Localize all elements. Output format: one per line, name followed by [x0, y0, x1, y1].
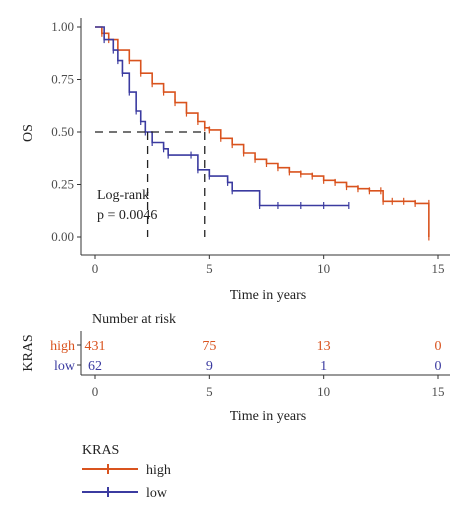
- risk-count-high: 0: [435, 339, 442, 354]
- risk-count-low: 9: [206, 359, 213, 374]
- main-plot-axes: 0.00 0.25 0.50 0.75 1.00 0 5 10 15: [51, 18, 450, 276]
- legend-label-low: low: [146, 486, 168, 501]
- x-tick-label: 5: [206, 261, 213, 276]
- y-tick-label: 0.50: [51, 124, 74, 139]
- risk-table-title: Number at risk: [92, 312, 176, 327]
- risk-x-tick-label: 15: [432, 384, 445, 399]
- risk-count-high: 13: [317, 339, 331, 354]
- logrank-label: Log-rank: [97, 188, 149, 203]
- y-tick-label: 0.25: [51, 177, 74, 192]
- x-axis-title: Time in years: [230, 288, 306, 303]
- x-tick-label: 10: [317, 261, 330, 276]
- risk-x-tick-label: 10: [317, 384, 330, 399]
- risk-count-high: 75: [202, 339, 216, 354]
- x-tick-label: 0: [92, 261, 99, 276]
- y-tick-label: 0.00: [51, 229, 74, 244]
- y-axis-title: OS: [21, 124, 36, 142]
- legend-title: KRAS: [82, 443, 119, 458]
- risk-x-tick-label: 5: [206, 384, 213, 399]
- series-line-low: [95, 26, 349, 207]
- risk-x-axis-title: Time in years: [230, 409, 306, 424]
- x-tick-label: 15: [432, 261, 445, 276]
- risk-table-strata-label: KRAS: [21, 334, 36, 371]
- pvalue-label: p = 0.0046: [97, 208, 157, 223]
- y-tick-label: 0.75: [51, 72, 74, 87]
- median-survival-lines: [95, 131, 206, 237]
- risk-row-label-low: low: [54, 359, 76, 374]
- risk-count-low: 1: [320, 359, 327, 374]
- legend: high low: [82, 463, 171, 501]
- survival-curves: [95, 26, 430, 241]
- risk-count-high: 431: [85, 339, 106, 354]
- risk-count-low: 62: [88, 359, 102, 374]
- legend-label-high: high: [146, 463, 171, 478]
- risk-row-label-high: high: [50, 339, 75, 354]
- series-line-high: [95, 26, 430, 237]
- risk-x-tick-label: 0: [92, 384, 99, 399]
- y-tick-label: 1.00: [51, 19, 74, 34]
- risk-count-low: 0: [435, 359, 442, 374]
